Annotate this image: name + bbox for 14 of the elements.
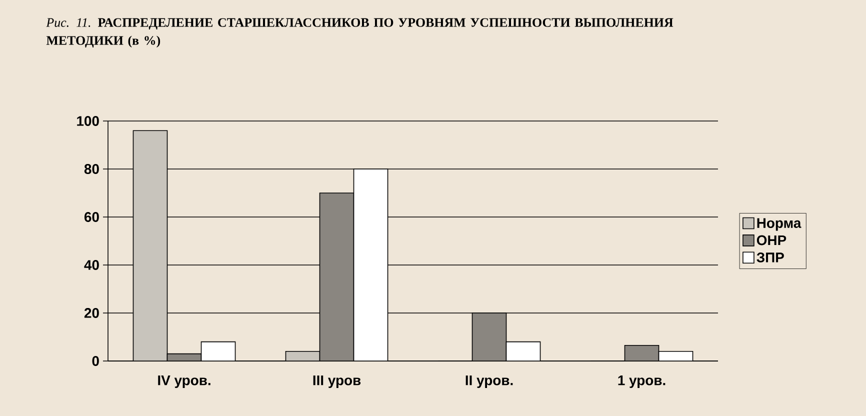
- legend-label: ЗПР: [756, 252, 784, 262]
- y-tick-label: 20: [84, 308, 99, 318]
- y-tick-label: 60: [84, 212, 99, 222]
- x-tick-label: II уров.: [466, 376, 513, 388]
- chart-title: Рис. 11. РАСПРЕДЕЛЕНИЕ СТАРШЕКЛАССНИКОВ ПО УРОВНЯМ УСПЕШНОСТИ ВЫПОЛНЕНИЯ МЕТОДИКИ (в %): [46, 18, 674, 48]
- x-tick-label: IV уров.: [158, 376, 210, 388]
- y-tick-label: 100: [77, 116, 99, 126]
- y-tick-label: 40: [84, 260, 99, 270]
- y-tick-label: 0: [92, 356, 99, 366]
- legend-label: ОНР: [756, 235, 786, 246]
- x-tick-label: 1 уров.: [618, 376, 666, 388]
- x-tick-label: III уров: [313, 376, 361, 388]
- y-tick-label: 80: [84, 164, 99, 174]
- legend-label: Норма: [757, 218, 802, 231]
